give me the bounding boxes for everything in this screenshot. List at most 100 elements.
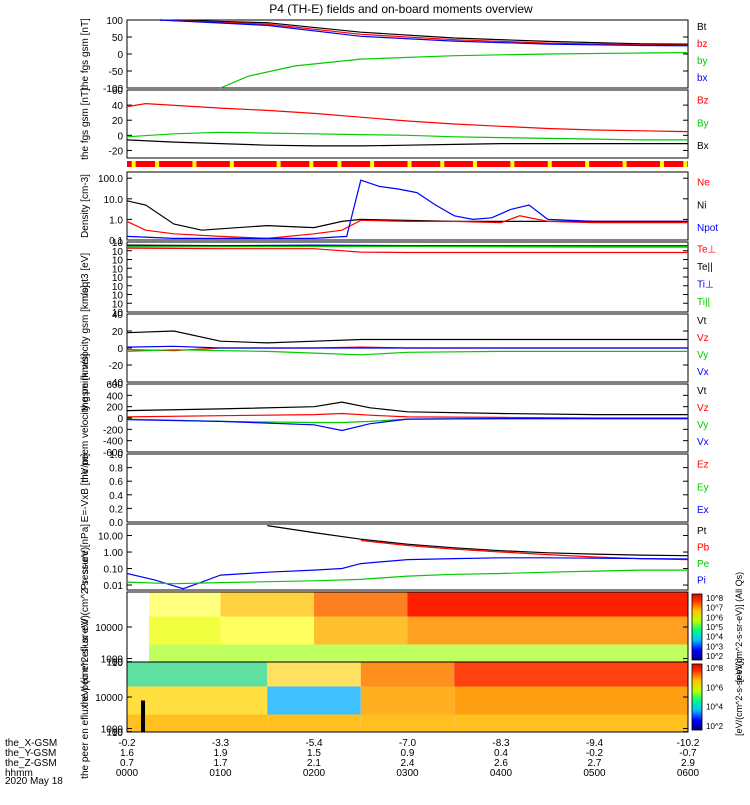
legend-entry: Vt [697, 386, 707, 397]
legend-entry: Bz [697, 96, 709, 107]
panel-frame [127, 454, 688, 522]
legend-entry: Pe [697, 559, 710, 570]
y-axis-label: E=-VxB [mV/m] [80, 453, 91, 522]
y-tick-label: 10.00 [98, 532, 123, 543]
legend-entry: Vz [697, 403, 709, 414]
spectrogram-high [267, 662, 361, 687]
legend-entry: By [697, 118, 709, 129]
series-line-vx [127, 346, 688, 348]
status-bar-flag [370, 161, 374, 167]
y-tick-label: 10.0 [104, 195, 124, 206]
y-tick-label: 400 [106, 391, 123, 402]
spectrogram-low [127, 715, 267, 733]
y-tick-label: 0.01 [104, 581, 124, 592]
legend-entry: Ni [697, 200, 706, 211]
colorbar-tick-label: 10^8 [706, 664, 724, 673]
y-tick-label: 1.00 [104, 548, 124, 559]
y-tick-label: 0 [117, 131, 123, 142]
y-tick-label: 10000 [95, 693, 123, 704]
colorbar-tick-label: 10^6 [706, 613, 724, 622]
spectrogram-mid [454, 687, 688, 715]
y-tick-label: 100.0 [98, 174, 123, 185]
x-tick-label: 0200 [303, 768, 326, 779]
y-tick-label: -400 [103, 437, 123, 448]
series-line-bz [127, 104, 688, 132]
colorbar-tick-label: 10^8 [706, 594, 724, 603]
colorbar-tick-label: 10^2 [706, 652, 724, 661]
status-bar-flag [440, 161, 444, 167]
legend-entry: bx [697, 73, 708, 84]
series-line-vx [127, 419, 688, 431]
legend-entry: by [697, 56, 708, 67]
status-bar-flag [309, 161, 313, 167]
plot-title: P4 (TH-E) fields and on-board moments ov… [269, 2, 533, 16]
colorbar-tick-label: 10^4 [706, 703, 724, 712]
series-line-ti [127, 245, 688, 246]
spectrogram-high [361, 662, 455, 687]
y-tick-label: -20 [109, 146, 124, 157]
series-line-by [127, 132, 688, 140]
spectrogram-mid [127, 687, 267, 715]
y-tick-label: 0.2 [109, 504, 123, 515]
legend-entry: Vx [697, 367, 709, 378]
legend-entry: bz [697, 39, 708, 50]
spectrogram-mid [361, 687, 455, 715]
x-tick-label: 0000 [116, 768, 139, 779]
x-tick-label: 0300 [396, 768, 419, 779]
status-bar-flag [192, 161, 196, 167]
y-tick-label: 0.8 [109, 464, 123, 475]
status-bar-flag [155, 161, 159, 167]
y-tick-label: 10 [112, 658, 124, 669]
spectrogram-mid [314, 617, 408, 645]
y-tick-label: 50 [112, 33, 124, 44]
y-tick-label: 40 [112, 310, 124, 321]
colorbar-tick-label: 10^7 [706, 604, 724, 613]
y-tick-label: 100 [106, 16, 123, 27]
series-line-pt [267, 526, 688, 556]
y-tick-label: -20 [109, 361, 124, 372]
status-bar-flag [623, 161, 627, 167]
y-tick-label: 0.0 [109, 518, 123, 529]
series-line-ne [127, 216, 688, 239]
status-bar [127, 161, 688, 167]
colorbar-gradient [692, 594, 702, 660]
legend-entry: Pi [697, 575, 706, 586]
legend-entry: Vz [697, 333, 709, 344]
spectrogram-low [221, 645, 315, 663]
y-tick-label: 0.10 [104, 565, 124, 576]
legend-entry: Ey [697, 482, 709, 493]
y-tick-label: 1.0 [109, 450, 123, 461]
spectrogram-mid [221, 617, 315, 645]
legend-entry: Bx [697, 141, 709, 152]
legend-entry: Ne [697, 178, 710, 189]
status-bar-flag [683, 161, 687, 167]
spectrogram-low [408, 645, 689, 663]
date-label: 2020 May 18 [5, 776, 63, 787]
status-bar-flag [660, 161, 664, 167]
status-bar-flag [337, 161, 341, 167]
spectrogram-low [314, 645, 408, 663]
y-axis-label: the fgs gsm [nT] [80, 18, 91, 90]
legend-entry: Pb [697, 542, 710, 553]
series-line-by [221, 53, 689, 88]
series-line-pi [127, 558, 688, 589]
legend-entry: Vt [697, 316, 707, 327]
legend-entry: Bt [697, 22, 707, 33]
colorbar-tick-label: 10^5 [706, 623, 724, 632]
spectrogram-high [408, 592, 689, 617]
y-tick-label: 600 [106, 380, 123, 391]
status-bar-flag [473, 161, 477, 167]
status-bar-flag [132, 161, 136, 167]
series-line-vt [127, 331, 688, 343]
series-line-pe [127, 570, 688, 584]
legend-entry: Vx [697, 437, 709, 448]
y-tick-label: -50 [109, 67, 124, 78]
y-tick-label: 0 [117, 414, 123, 425]
x-tick-label: 0400 [490, 768, 513, 779]
